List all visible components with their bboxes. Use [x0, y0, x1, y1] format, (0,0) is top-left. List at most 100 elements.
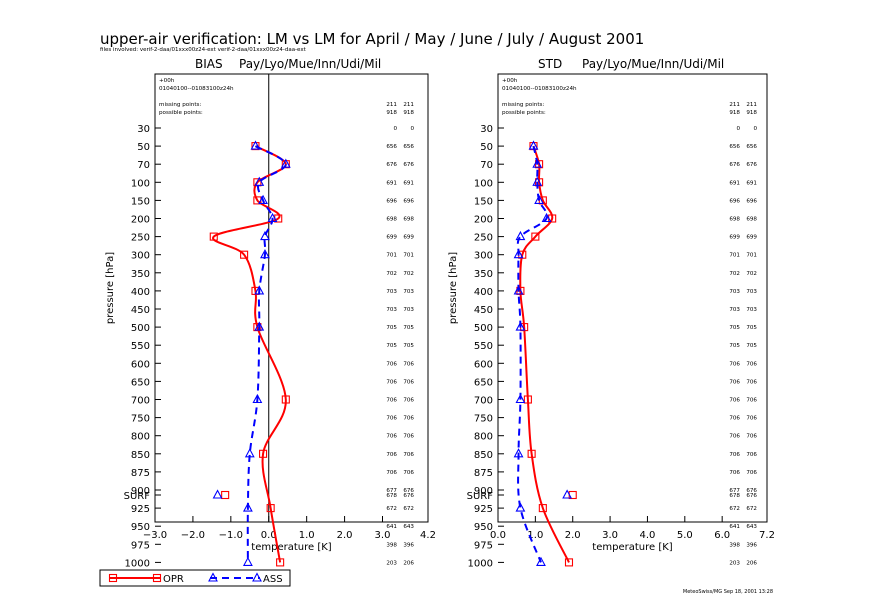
legend: OPR ASS — [99, 569, 291, 587]
possible-points-label: possible points: — [502, 110, 546, 116]
y-tick-label: 650 — [474, 377, 493, 388]
count-a: 706 — [729, 361, 740, 367]
data-point-ass — [254, 285, 265, 295]
count-b: 672 — [746, 506, 757, 512]
series-line-ass — [246, 145, 287, 563]
count-a: 398 — [386, 542, 397, 548]
count-b: 699 — [746, 235, 757, 241]
x-tick-label: 0.0 — [261, 530, 277, 541]
series-line-ass — [516, 145, 549, 563]
count-b: 701 — [746, 253, 757, 259]
count-a: 706 — [386, 470, 397, 476]
count-a: 678 — [729, 493, 740, 499]
y-tick-label: 700 — [131, 396, 150, 407]
y-tick-label: 30 — [480, 124, 493, 135]
panel-title-right: Pay/Lyo/Mue/Inn/Udi/Mil — [239, 57, 381, 71]
count-b: 676 — [746, 162, 757, 168]
panel-title-left: STD — [538, 57, 562, 71]
x-tick-label: 2.0 — [565, 530, 581, 541]
count-b: 656 — [746, 144, 757, 150]
y-axis-title: pressure [hPa] — [448, 252, 459, 324]
count-a: 0 — [393, 126, 397, 132]
count-b: 676 — [403, 493, 414, 499]
y-tick-label: 100 — [131, 178, 150, 189]
y-tick-label: 750 — [474, 414, 493, 425]
y-tick-label: 200 — [474, 215, 493, 226]
y-tick-label: 450 — [474, 305, 493, 316]
data-point-ass — [254, 176, 265, 186]
count-a: 705 — [386, 325, 397, 331]
plot-frame — [497, 73, 768, 523]
count-a: 698 — [386, 217, 397, 223]
count-a: 641 — [386, 524, 397, 530]
x-tick-label: 2.0 — [337, 530, 353, 541]
count-b: 0 — [410, 126, 414, 132]
count-b: 696 — [746, 198, 757, 204]
count-b: 698 — [403, 217, 414, 223]
x-tick-label: 1.0 — [299, 530, 315, 541]
x-tick-label: 6.0 — [714, 530, 730, 541]
y-tick-label: 50 — [480, 142, 493, 153]
y-tick-label: SURF — [467, 491, 494, 502]
x-tick-label: 0.0 — [490, 530, 506, 541]
count-b: 706 — [746, 416, 757, 422]
count-a: 703 — [386, 289, 397, 295]
count-a: 701 — [729, 253, 740, 259]
footer-credit: MeteoSwiss/MG Sep 18, 2001 13:28 — [683, 589, 773, 595]
count-b: 676 — [403, 162, 414, 168]
count-a: 703 — [386, 307, 397, 313]
forecast-step: +00h — [502, 78, 518, 84]
count-a: 656 — [386, 144, 397, 150]
x-tick-label: −2.0 — [181, 530, 205, 541]
data-point-opr — [564, 558, 574, 567]
y-tick-label: 300 — [131, 251, 150, 262]
data-point-ass — [513, 285, 524, 295]
count-a: 672 — [386, 506, 397, 512]
data-point-ass — [260, 249, 270, 259]
y-tick-label: 600 — [131, 359, 150, 370]
y-tick-label: 450 — [131, 305, 150, 316]
data-point-opr — [531, 232, 540, 241]
count-b: 696 — [403, 198, 414, 204]
count-b: 643 — [403, 524, 414, 530]
count-a: 677 — [729, 488, 740, 494]
y-tick-label: 975 — [131, 540, 150, 551]
count-b: 706 — [746, 361, 757, 367]
y-tick-label: 950 — [131, 522, 150, 533]
y-tick-label: 200 — [131, 215, 150, 226]
count-b: 705 — [403, 325, 414, 331]
count-b: 705 — [746, 325, 757, 331]
count-b: 699 — [403, 235, 414, 241]
data-point-ass — [250, 140, 261, 150]
count-a: 0 — [736, 126, 740, 132]
count-b: 206 — [403, 560, 414, 566]
count-a: 706 — [386, 416, 397, 422]
count-b: 706 — [746, 379, 757, 385]
missing-count-a: 211 — [729, 102, 740, 108]
count-a: 705 — [729, 343, 740, 349]
data-point-ass — [212, 489, 223, 499]
count-b: 705 — [403, 343, 414, 349]
y-tick-label: 550 — [131, 341, 150, 352]
count-b: 703 — [746, 307, 757, 313]
data-point-ass — [513, 249, 524, 259]
y-tick-label: 350 — [131, 269, 150, 280]
count-a: 706 — [386, 398, 397, 404]
count-a: 677 — [386, 488, 397, 494]
count-b: 676 — [746, 493, 757, 499]
legend-box — [99, 569, 291, 587]
x-tick-label: 5.0 — [677, 530, 693, 541]
data-point-ass — [244, 448, 255, 458]
data-point-ass — [242, 502, 253, 512]
missing-points-label: missing points: — [502, 102, 544, 108]
y-tick-label: SURF — [124, 491, 151, 502]
files-note: files involved: verif-2-daa/01xxx00z24-e… — [100, 47, 307, 53]
count-b: 706 — [746, 452, 757, 458]
count-b: 656 — [403, 144, 414, 150]
data-point-opr — [266, 504, 275, 513]
legend-label-opr: OPR — [163, 574, 184, 585]
count-a: 696 — [729, 198, 740, 204]
count-a: 702 — [729, 271, 740, 277]
data-point-opr — [209, 232, 218, 241]
y-tick-label: 500 — [131, 323, 150, 334]
